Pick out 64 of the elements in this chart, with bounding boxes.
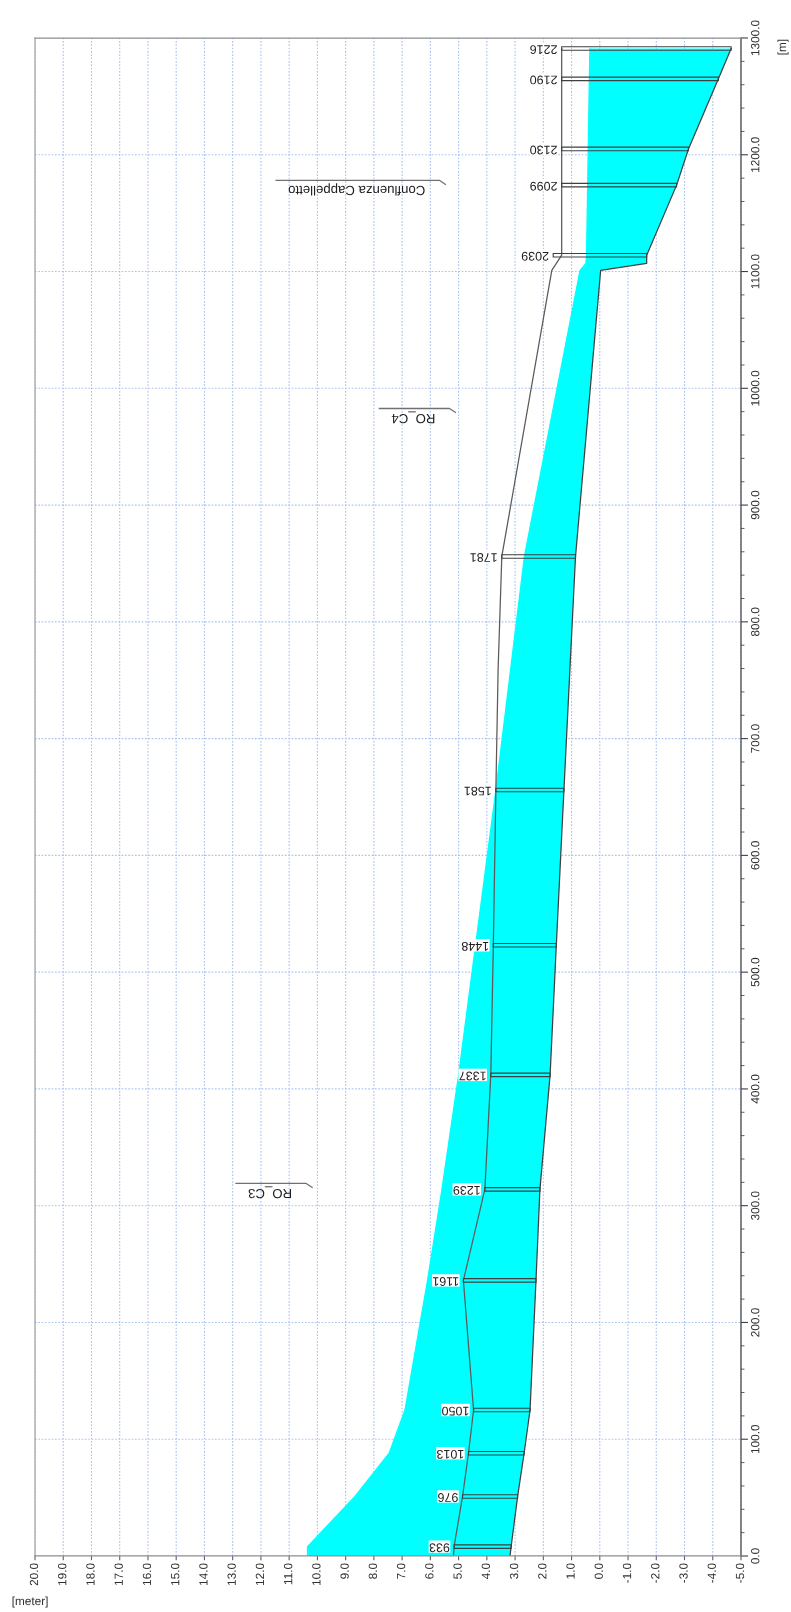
- y-tick-label: 900.0: [751, 490, 760, 520]
- annotation: 2216: [530, 45, 557, 55]
- y-tick-label: 0.0: [751, 1548, 760, 1564]
- bar: [561, 182, 678, 188]
- annotation: 2099: [530, 181, 557, 191]
- annotation: 1581: [464, 786, 491, 796]
- annotation: Confluenza Cappelletto: [288, 183, 425, 196]
- x-tick-label: 18.0: [86, 1563, 95, 1586]
- y-tick-label: 300.0: [751, 1191, 760, 1221]
- y-tick-label: 700.0: [751, 724, 760, 753]
- x-tick-label: 7.0: [396, 1563, 406, 1579]
- x-tick-label: 9.0: [340, 1563, 349, 1579]
- x-tick-label: 4.0: [481, 1563, 491, 1580]
- y-tick-label: 100.0: [751, 1424, 760, 1454]
- x-tick-label: 6.0: [425, 1563, 434, 1579]
- annotation: RO_C4: [391, 411, 435, 424]
- bar: [552, 252, 648, 258]
- y-axis-title: [m]: [777, 39, 789, 55]
- annotation: 2039: [521, 251, 549, 261]
- annotation: 1781: [470, 553, 497, 562]
- bar: [561, 146, 690, 152]
- annotation: 1337: [459, 1071, 486, 1081]
- y-tick-label: 1200.0: [751, 137, 760, 172]
- y-tick-label: 800.0: [751, 607, 760, 637]
- x-tick-label: 2.0: [538, 1563, 547, 1579]
- x-tick-label: 19.0: [58, 1563, 67, 1586]
- x-tick-label: -2.0: [651, 1563, 660, 1583]
- x-tick-label: -3.0: [679, 1563, 688, 1583]
- x-tick-label: 13.0: [227, 1563, 236, 1586]
- annotation: 2130: [530, 145, 557, 155]
- annotation: 1013: [437, 1449, 464, 1459]
- y-tick-label: 200.0: [751, 1308, 760, 1337]
- annotation: RO_C3: [248, 1186, 292, 1199]
- annotation: 1239: [453, 1185, 480, 1195]
- x-tick-label: 10.0: [312, 1563, 321, 1586]
- x-tick-label: 3.0: [509, 1563, 519, 1579]
- x-tick-label: 11.0: [283, 1563, 293, 1585]
- bar: [561, 76, 719, 82]
- y-tick-label: 1100.0: [751, 254, 760, 289]
- x-tick-label: 5.0: [453, 1563, 462, 1579]
- x-tick-label: -4.0: [707, 1563, 716, 1583]
- annotation: 1050: [442, 1406, 469, 1416]
- x-axis-title: [meter]: [12, 1596, 48, 1608]
- x-tick-label: 12.0: [255, 1563, 265, 1586]
- annotation: 1448: [461, 941, 489, 951]
- y-tick-label: 600.0: [751, 841, 760, 870]
- x-tick-label: 17.0: [114, 1563, 123, 1586]
- x-tick-label: 14.0: [199, 1563, 208, 1586]
- annotation: 976: [438, 1493, 458, 1502]
- y-tick-label: 500.0: [751, 957, 760, 987]
- x-tick-label: -1.0: [622, 1563, 632, 1583]
- y-tick-label: 1000.0: [751, 370, 760, 406]
- annotation: 1161: [432, 1277, 459, 1286]
- x-tick-label: 0.0: [594, 1563, 603, 1579]
- x-tick-label: -5.0: [735, 1563, 745, 1583]
- x-tick-label: 1.0: [566, 1563, 575, 1579]
- annotation: 933: [429, 1543, 450, 1553]
- y-tick-label: 400.0: [751, 1074, 760, 1104]
- x-tick-label: 8.0: [368, 1563, 378, 1579]
- x-tick-label: 16.0: [142, 1563, 152, 1586]
- y-tick-label: 1300.0: [751, 20, 760, 56]
- x-tick-label: 20.0: [29, 1563, 39, 1586]
- annotation: 2190: [530, 75, 557, 85]
- x-tick-label: 15.0: [171, 1563, 180, 1586]
